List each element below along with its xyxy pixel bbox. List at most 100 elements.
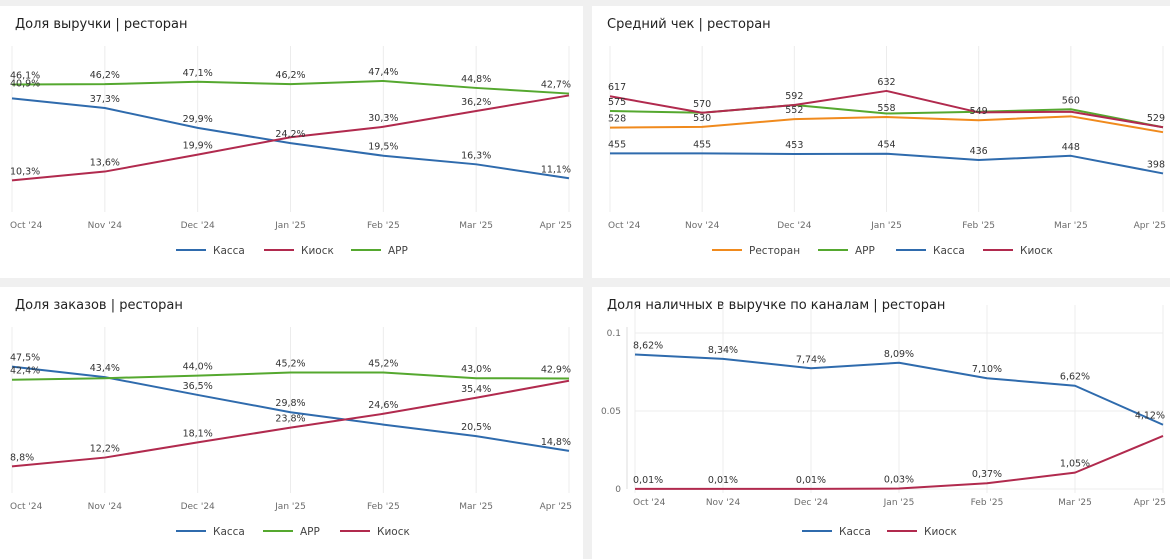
- data-label: 552: [785, 105, 803, 116]
- data-label: 0,01%: [796, 475, 826, 486]
- panel-cash-share: Доля наличных в выручке по каналам | рес…: [592, 287, 1170, 559]
- legend-item[interactable]: APP: [263, 526, 320, 538]
- series-line-kiosk: [11, 94, 570, 182]
- data-label: 13,6%: [90, 158, 120, 169]
- data-label: 592: [785, 91, 803, 102]
- legend-label: APP: [855, 245, 875, 257]
- revenue-share-chart: Oct '24 Nov '24 Dec '24 Jan '25 Feb '25 Mar '…: [10, 46, 572, 257]
- legend-label: Киоск: [377, 526, 410, 538]
- data-label: 45,2%: [368, 359, 398, 370]
- data-label: 8,09%: [884, 349, 914, 360]
- x-tick-label: Mar '25: [459, 502, 493, 512]
- data-label: 35,4%: [461, 384, 491, 395]
- legend-item[interactable]: Киоск: [340, 526, 410, 538]
- legend-item[interactable]: APP: [818, 245, 875, 257]
- data-label: 530: [693, 113, 711, 124]
- data-label: 8,62%: [633, 341, 663, 352]
- x-tick-label: Nov '24: [88, 221, 123, 231]
- legend-item[interactable]: Ресторан: [712, 245, 800, 257]
- legend-item[interactable]: Касса: [896, 245, 965, 257]
- data-label: 16,3%: [461, 150, 491, 161]
- x-tick-label: Apr '25: [540, 502, 572, 512]
- data-label: 12,2%: [90, 444, 120, 455]
- panel-revenue-share: Доля выручки | ресторан Oct '24 Nov '24 De…: [0, 6, 583, 278]
- data-label: 43,0%: [461, 364, 491, 375]
- legend-item[interactable]: Касса: [176, 245, 245, 257]
- x-tick-label: Nov '24: [88, 502, 123, 512]
- y-tick-label: 0: [615, 485, 621, 495]
- average-check-chart: Oct '24 Nov '24 Dec '24 Jan '25 Feb '25 Mar '…: [608, 46, 1166, 257]
- data-label: 436: [970, 146, 988, 157]
- x-tick-label: Nov '24: [685, 221, 720, 231]
- legend-item[interactable]: Касса: [802, 526, 871, 538]
- data-label: 47,4%: [368, 67, 398, 78]
- data-label: 448: [1062, 142, 1080, 153]
- x-tick-label: Oct '24: [10, 502, 43, 512]
- data-label: 6,62%: [1060, 372, 1090, 383]
- data-label: 632: [877, 77, 895, 88]
- data-label: 23,8%: [275, 414, 305, 425]
- legend-label: APP: [300, 526, 320, 538]
- data-label: 570: [693, 99, 711, 110]
- x-tick-label: Mar '25: [1058, 498, 1092, 508]
- x-tick-label: Jan '25: [274, 502, 306, 512]
- y-tick-label: 0.1: [607, 329, 621, 339]
- legend-label: Касса: [933, 245, 965, 257]
- series-line-kassa: [11, 97, 570, 180]
- data-label: 4,12%: [1135, 411, 1165, 422]
- x-tick-label: Jan '25: [274, 221, 306, 231]
- legend-label: Касса: [213, 245, 245, 257]
- series-line-app: [11, 79, 570, 95]
- data-label: 14,8%: [541, 437, 571, 448]
- data-label: 11,1%: [541, 164, 571, 175]
- orders-share-chart: Oct '24 Nov '24 Dec '24 Jan '25 Feb '25 Mar '…: [10, 327, 572, 538]
- legend-item[interactable]: Касса: [176, 526, 245, 538]
- legend-item[interactable]: Киоск: [264, 245, 334, 257]
- series-line-app: [11, 371, 570, 381]
- data-label: 29,9%: [183, 114, 213, 125]
- data-label: 24,6%: [368, 400, 398, 411]
- data-label: 398: [1147, 159, 1165, 170]
- x-tick-label: Jan '25: [870, 221, 902, 231]
- data-label: 454: [877, 140, 895, 151]
- series-line-kiosk: [11, 379, 570, 468]
- x-tick-label: Oct '24: [633, 498, 666, 508]
- data-label: 47,5%: [10, 353, 40, 364]
- chart-title: Доля выручки | ресторан: [15, 17, 188, 32]
- data-label: 46,1%: [10, 70, 40, 81]
- panel-orders-share: Доля заказов | ресторан Oct '24 Nov '24 De…: [0, 287, 583, 559]
- data-label: 36,2%: [461, 97, 491, 108]
- data-label: 43,4%: [90, 363, 120, 374]
- legend-label: Касса: [839, 526, 871, 538]
- legend-label: APP: [388, 245, 408, 257]
- data-label: 30,3%: [368, 113, 398, 124]
- data-label: 528: [608, 114, 626, 125]
- legend-item[interactable]: Киоск: [887, 526, 957, 538]
- x-tick-label: Oct '24: [10, 221, 43, 231]
- data-label: 1,05%: [1060, 459, 1090, 470]
- y-tick-label: 0.05: [601, 407, 621, 417]
- legend-item[interactable]: Киоск: [983, 245, 1053, 257]
- data-label: 24,2%: [275, 129, 305, 140]
- data-label: 36,5%: [183, 381, 213, 392]
- legend-item[interactable]: APP: [351, 245, 408, 257]
- data-label: 455: [693, 139, 711, 150]
- data-label: 46,2%: [90, 70, 120, 81]
- data-label: 0,01%: [708, 475, 738, 486]
- x-tick-label: Apr '25: [1134, 221, 1166, 231]
- x-tick-label: Dec '24: [777, 221, 811, 231]
- data-label: 18,1%: [183, 428, 213, 439]
- data-label: 19,5%: [368, 142, 398, 153]
- series-line-kassa: [634, 353, 1164, 426]
- series-line-kiosk: [609, 89, 1164, 129]
- data-label: 46,2%: [275, 70, 305, 81]
- x-tick-label: Feb '25: [367, 502, 400, 512]
- x-tick-label: Apr '25: [540, 221, 572, 231]
- data-label: 455: [608, 139, 626, 150]
- data-label: 44,0%: [183, 362, 213, 373]
- data-label: 37,3%: [90, 94, 120, 105]
- x-tick-label: Dec '24: [181, 221, 215, 231]
- x-tick-label: Dec '24: [794, 498, 828, 508]
- chart-title: Доля наличных в выручке по каналам | рес…: [607, 298, 946, 313]
- series-line-kassa: [610, 152, 1164, 175]
